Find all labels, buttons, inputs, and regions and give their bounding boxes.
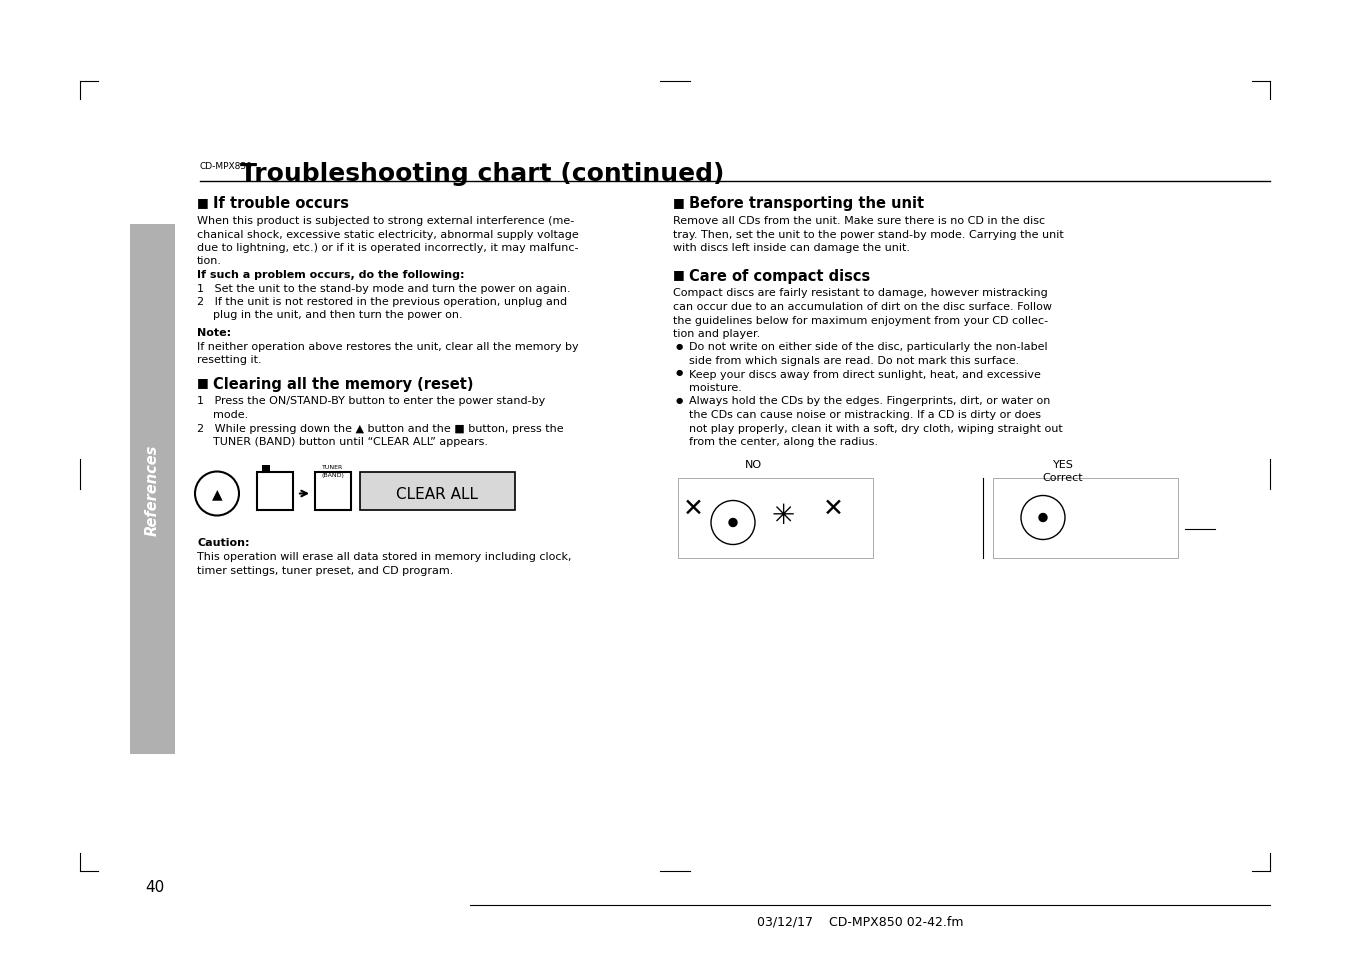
Text: When this product is subjected to strong external interference (me-: When this product is subjected to strong… bbox=[197, 215, 574, 226]
Text: ✕: ✕ bbox=[682, 496, 704, 520]
Text: If trouble occurs: If trouble occurs bbox=[213, 195, 349, 211]
Text: Do not write on either side of the disc, particularly the non-label: Do not write on either side of the disc,… bbox=[689, 342, 1047, 352]
Text: tion.: tion. bbox=[197, 256, 222, 266]
Text: 03/12/17    CD-MPX850 02-42.fm: 03/12/17 CD-MPX850 02-42.fm bbox=[757, 915, 963, 928]
Text: References: References bbox=[145, 444, 159, 536]
Text: Caution:: Caution: bbox=[197, 537, 250, 548]
Text: ■: ■ bbox=[197, 376, 209, 389]
Bar bbox=[359, 472, 515, 510]
Text: ●: ● bbox=[676, 368, 684, 377]
Text: If such a problem occurs, do the following:: If such a problem occurs, do the followi… bbox=[197, 270, 465, 280]
Text: Troubleshooting chart (continued): Troubleshooting chart (continued) bbox=[240, 162, 724, 186]
Text: TUNER (BAND) button until “CLEAR ALL” appears.: TUNER (BAND) button until “CLEAR ALL” ap… bbox=[213, 436, 488, 447]
Bar bbox=[130, 225, 176, 754]
Text: the guidelines below for maximum enjoyment from your CD collec-: the guidelines below for maximum enjoyme… bbox=[673, 315, 1048, 325]
Text: 2   If the unit is not restored in the previous operation, unplug and: 2 If the unit is not restored in the pre… bbox=[197, 296, 567, 307]
Text: the CDs can cause noise or mistracking. If a CD is dirty or does: the CDs can cause noise or mistracking. … bbox=[689, 410, 1042, 419]
Text: Correct: Correct bbox=[1043, 473, 1084, 483]
Text: ▲: ▲ bbox=[212, 487, 223, 501]
Text: If neither operation above restores the unit, clear all the memory by: If neither operation above restores the … bbox=[197, 341, 578, 351]
Text: (BAND): (BAND) bbox=[322, 473, 345, 478]
Text: ■: ■ bbox=[673, 268, 685, 281]
Text: This operation will erase all data stored in memory including clock,: This operation will erase all data store… bbox=[197, 552, 571, 561]
Text: tion and player.: tion and player. bbox=[673, 329, 761, 338]
Text: Keep your discs away from direct sunlight, heat, and excessive: Keep your discs away from direct sunligh… bbox=[689, 369, 1040, 379]
Bar bbox=[678, 478, 873, 558]
Text: ■: ■ bbox=[197, 195, 209, 209]
Text: side from which signals are read. Do not mark this surface.: side from which signals are read. Do not… bbox=[689, 355, 1019, 366]
Text: Remove all CDs from the unit. Make sure there is no CD in the disc: Remove all CDs from the unit. Make sure … bbox=[673, 215, 1046, 226]
Text: ■: ■ bbox=[673, 195, 685, 209]
Bar bbox=[993, 478, 1178, 558]
Bar bbox=[257, 472, 293, 510]
Text: moisture.: moisture. bbox=[689, 382, 742, 393]
Text: ✳: ✳ bbox=[771, 501, 794, 529]
Text: CLEAR ALL: CLEAR ALL bbox=[396, 486, 478, 501]
Text: 1   Press the ON/STAND-BY button to enter the power stand-by: 1 Press the ON/STAND-BY button to enter … bbox=[197, 396, 546, 406]
Text: timer settings, tuner preset, and CD program.: timer settings, tuner preset, and CD pro… bbox=[197, 565, 454, 575]
Text: ✕: ✕ bbox=[823, 496, 843, 520]
Text: Note:: Note: bbox=[197, 328, 231, 337]
Text: CD-MPX850: CD-MPX850 bbox=[200, 162, 253, 171]
Text: tray. Then, set the unit to the power stand-by mode. Carrying the unit: tray. Then, set the unit to the power st… bbox=[673, 230, 1063, 239]
Circle shape bbox=[1039, 514, 1047, 522]
Text: Clearing all the memory (reset): Clearing all the memory (reset) bbox=[213, 376, 473, 391]
Text: chanical shock, excessive static electricity, abnormal supply voltage: chanical shock, excessive static electri… bbox=[197, 230, 578, 239]
Text: plug in the unit, and then turn the power on.: plug in the unit, and then turn the powe… bbox=[213, 310, 462, 320]
Text: 40: 40 bbox=[145, 879, 165, 894]
Text: can occur due to an accumulation of dirt on the disc surface. Follow: can occur due to an accumulation of dirt… bbox=[673, 302, 1052, 312]
Text: YES: YES bbox=[1052, 460, 1074, 470]
Text: 1   Set the unit to the stand-by mode and turn the power on again.: 1 Set the unit to the stand-by mode and … bbox=[197, 283, 570, 294]
Circle shape bbox=[730, 519, 738, 527]
Text: NO: NO bbox=[744, 460, 762, 470]
Bar bbox=[262, 465, 270, 471]
Text: Compact discs are fairly resistant to damage, however mistracking: Compact discs are fairly resistant to da… bbox=[673, 288, 1048, 298]
Text: 2   While pressing down the ▲ button and the ■ button, press the: 2 While pressing down the ▲ button and t… bbox=[197, 423, 563, 433]
Text: due to lightning, etc.) or if it is operated incorrectly, it may malfunc-: due to lightning, etc.) or if it is oper… bbox=[197, 243, 578, 253]
Text: Care of compact discs: Care of compact discs bbox=[689, 268, 870, 283]
Bar bbox=[315, 472, 351, 510]
Text: Before transporting the unit: Before transporting the unit bbox=[689, 195, 924, 211]
Text: TUNER: TUNER bbox=[323, 465, 343, 470]
Text: resetting it.: resetting it. bbox=[197, 355, 262, 365]
Text: ●: ● bbox=[676, 395, 684, 404]
Text: mode.: mode. bbox=[213, 410, 249, 419]
Text: from the center, along the radius.: from the center, along the radius. bbox=[689, 436, 878, 447]
Text: not play properly, clean it with a soft, dry cloth, wiping straight out: not play properly, clean it with a soft,… bbox=[689, 423, 1063, 433]
Text: with discs left inside can damage the unit.: with discs left inside can damage the un… bbox=[673, 243, 911, 253]
Text: ●: ● bbox=[676, 341, 684, 350]
Text: Always hold the CDs by the edges. Fingerprints, dirt, or water on: Always hold the CDs by the edges. Finger… bbox=[689, 396, 1050, 406]
